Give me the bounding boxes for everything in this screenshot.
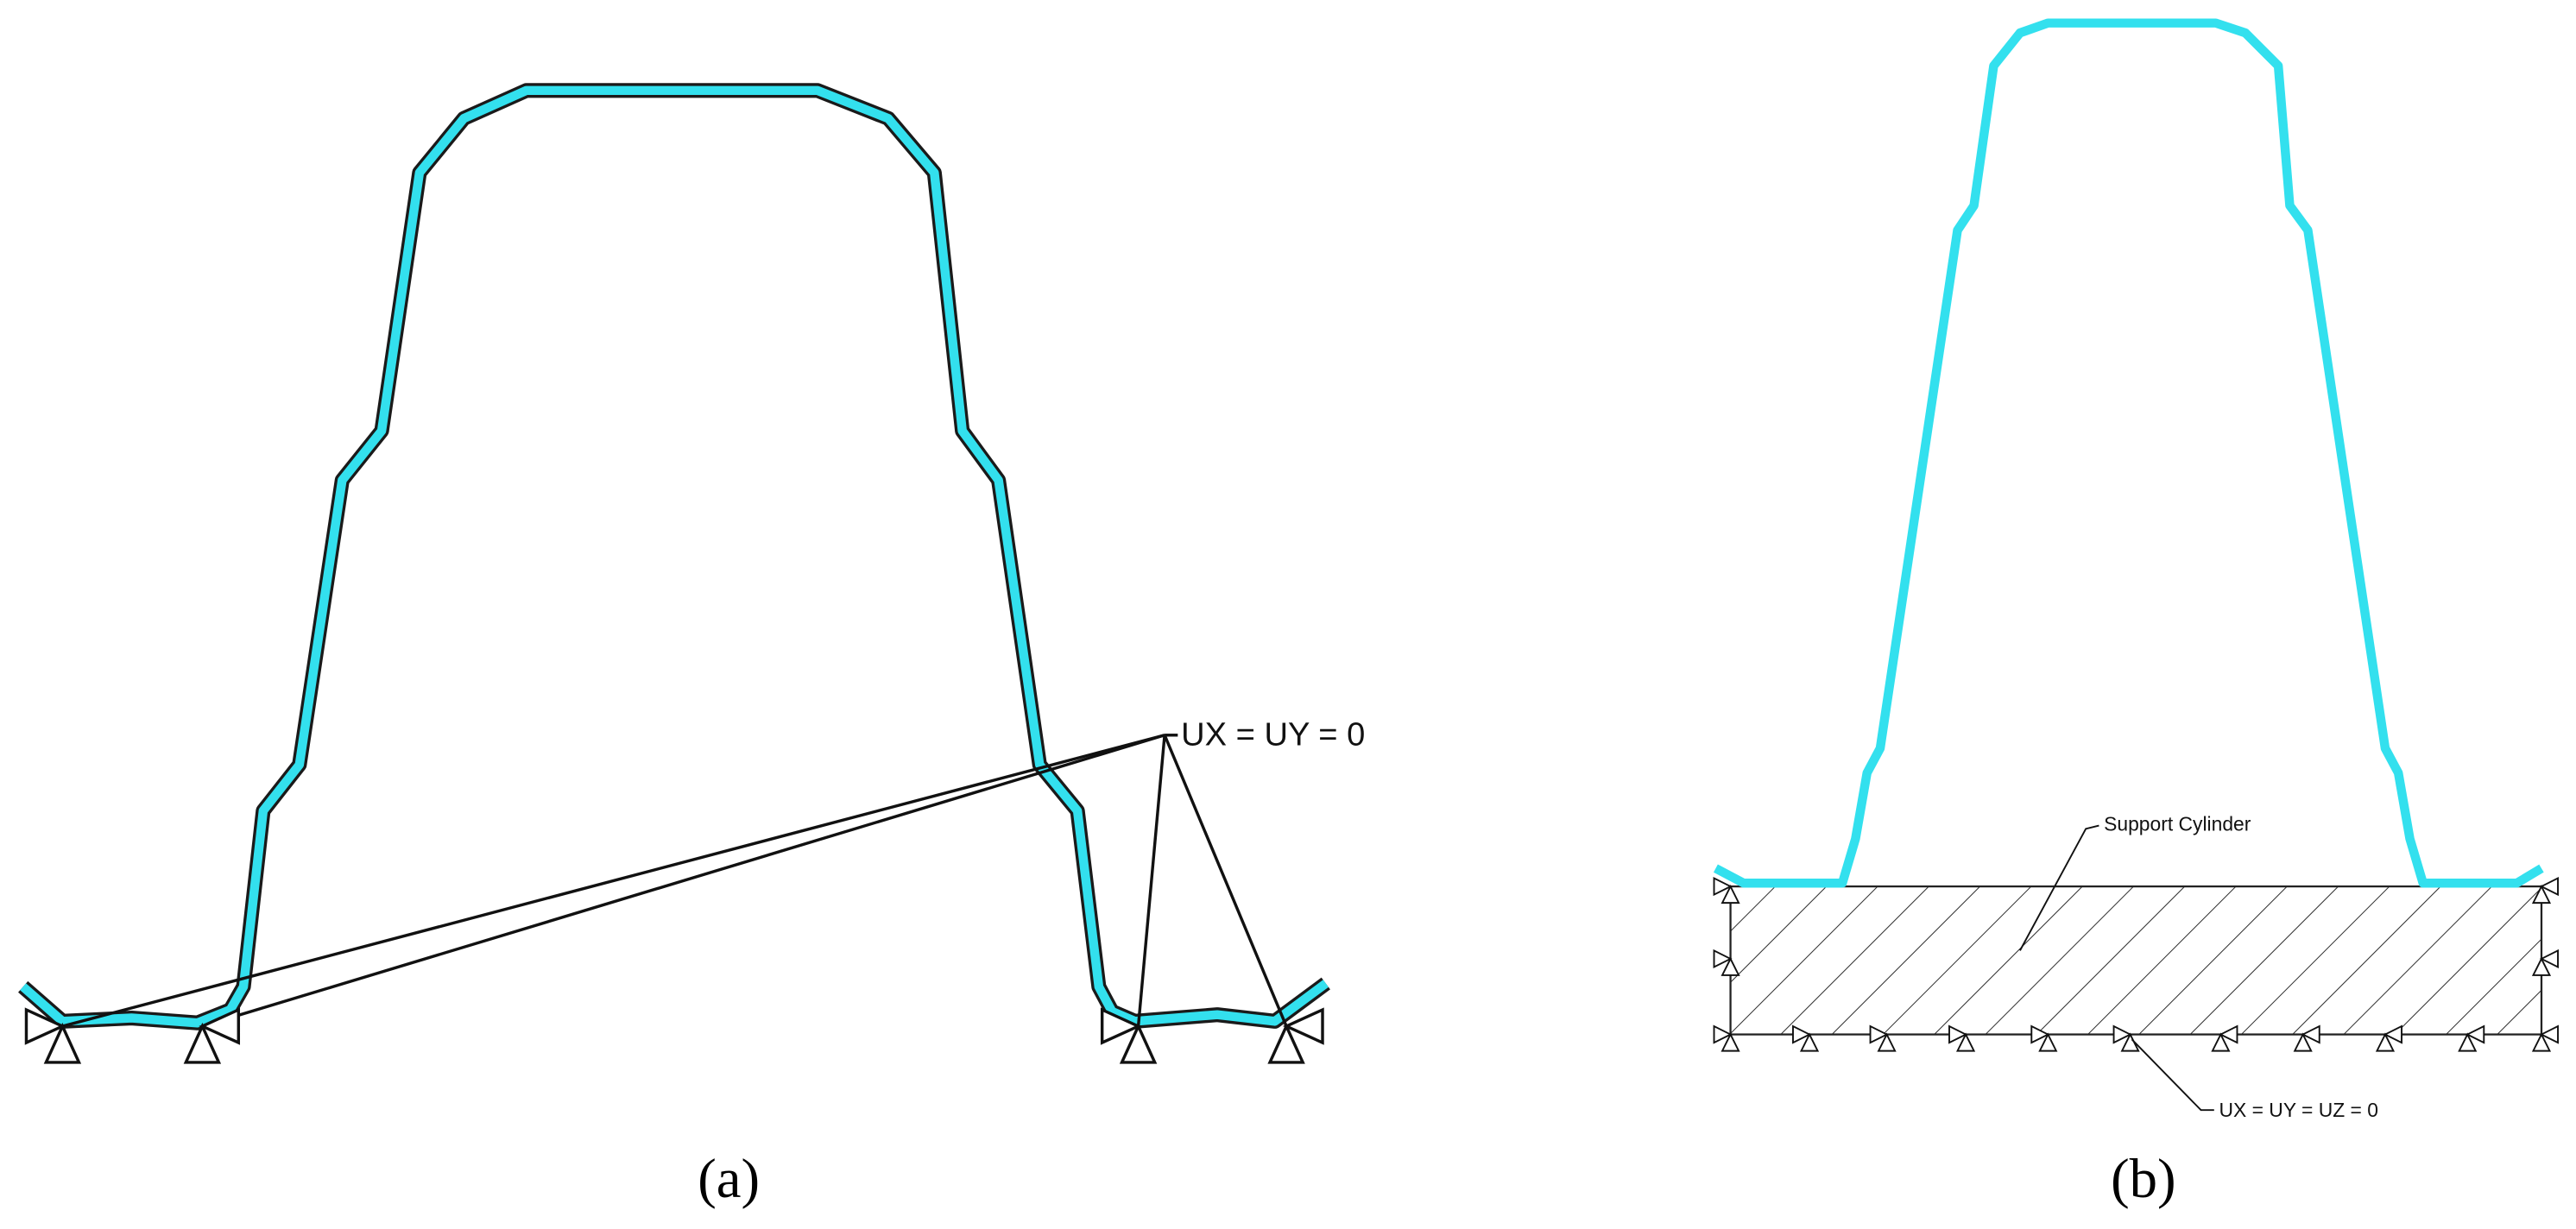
leader-line <box>2019 824 2099 951</box>
annotation: UX = UY = UZ = 0 <box>2219 1099 2378 1121</box>
support-symbol <box>2301 1024 2320 1044</box>
support-symbol <box>2211 1032 2231 1052</box>
leader-line <box>2131 1038 2214 1112</box>
support-symbol <box>1877 1032 1897 1052</box>
panel-a: UX = UY = 0 (a) <box>18 83 1365 1210</box>
support-symbol <box>1955 1032 1976 1052</box>
support-symbol <box>2383 1024 2402 1044</box>
support-symbol <box>1119 1022 1158 1064</box>
support-symbol <box>199 1007 241 1045</box>
support-symbol <box>2539 949 2559 968</box>
support-symbol <box>1100 1007 1142 1045</box>
support-symbol <box>2219 1024 2238 1044</box>
support-symbol <box>2293 1032 2313 1052</box>
support-symbol <box>2038 1032 2058 1052</box>
support-symbol <box>1267 1022 1305 1064</box>
support-symbol <box>1713 1024 1733 1044</box>
support-symbol <box>1720 956 1740 976</box>
panel-label: (b) <box>2111 1148 2176 1210</box>
support-symbol <box>1948 1024 1968 1044</box>
support-symbol <box>2531 956 2552 976</box>
support-symbol <box>2458 1032 2478 1052</box>
support-symbol <box>24 1007 66 1045</box>
support-symbol <box>2466 1024 2485 1044</box>
profile <box>1713 18 2544 888</box>
support-symbol <box>2539 877 2559 897</box>
support-symbol <box>1720 884 1740 904</box>
support-symbol <box>2539 1024 2559 1044</box>
support-symbol <box>43 1022 82 1064</box>
support-cylinder <box>1729 885 2543 1036</box>
support-symbol <box>1713 949 1733 968</box>
support-symbol <box>1713 877 1733 897</box>
support-symbol <box>2531 1032 2552 1052</box>
profile <box>20 85 1329 1028</box>
support-symbol <box>1792 1024 1812 1044</box>
support-symbol <box>1869 1024 1889 1044</box>
supports <box>24 1007 1324 1064</box>
panel-b: Support Cylinder UX = UY = UZ = 0 (b) <box>1713 18 2559 1210</box>
support-symbol <box>2030 1024 2050 1044</box>
annotation: Support Cylinder <box>2104 813 2251 835</box>
support-symbol <box>1799 1032 1820 1052</box>
leader-lines <box>61 734 1288 1028</box>
support-symbol <box>1282 1007 1324 1045</box>
support-symbol <box>1720 1032 1740 1052</box>
annotation: UX = UY = 0 <box>1181 717 1365 753</box>
support-symbol <box>2531 884 2552 904</box>
support-symbol <box>2112 1024 2132 1044</box>
support-symbol <box>2375 1032 2396 1052</box>
panel-label: (a) <box>698 1148 760 1210</box>
support-symbol <box>183 1022 222 1064</box>
